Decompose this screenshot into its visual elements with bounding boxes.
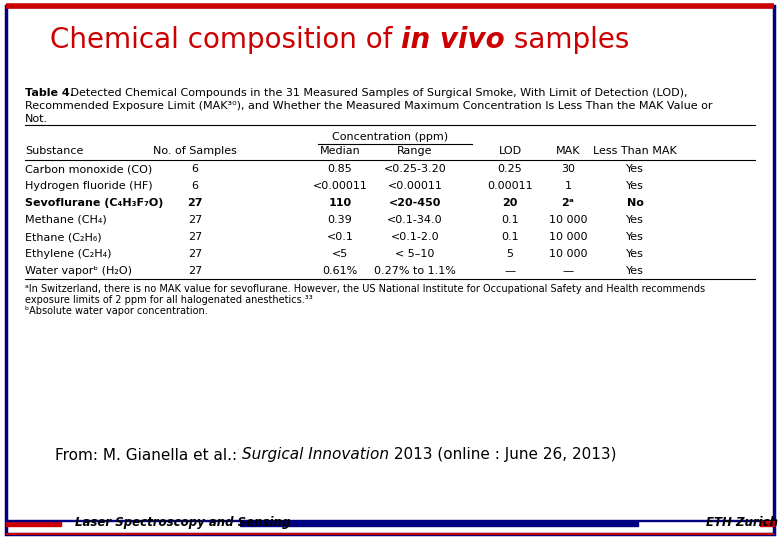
Text: 0.61%: 0.61%: [322, 266, 357, 276]
Text: 110: 110: [328, 198, 352, 208]
Text: Yes: Yes: [626, 232, 644, 242]
Text: 0.1: 0.1: [502, 215, 519, 225]
Text: Ethane (C₂H₆): Ethane (C₂H₆): [25, 232, 101, 242]
Text: 6: 6: [192, 181, 198, 191]
Text: in vivo: in vivo: [401, 26, 505, 54]
Text: <0.25-3.20: <0.25-3.20: [384, 164, 446, 174]
Text: <20-450: <20-450: [388, 198, 441, 208]
Text: <0.1-2.0: <0.1-2.0: [391, 232, 439, 242]
Text: ᵃIn Switzerland, there is no MAK value for sevoflurane. However, the US National: ᵃIn Switzerland, there is no MAK value f…: [25, 284, 705, 294]
Text: Yes: Yes: [626, 249, 644, 259]
Text: < 5–10: < 5–10: [395, 249, 434, 259]
Text: Concentration (ppm): Concentration (ppm): [332, 132, 448, 142]
Text: Yes: Yes: [626, 215, 644, 225]
Text: Less Than MAK: Less Than MAK: [593, 146, 677, 156]
Text: 27: 27: [188, 215, 202, 225]
Text: —: —: [562, 266, 573, 276]
Bar: [6, 519, 774, 521]
Text: Hydrogen fluoride (HF): Hydrogen fluoride (HF): [25, 181, 153, 191]
Text: 30: 30: [561, 164, 575, 174]
Text: 1: 1: [565, 181, 572, 191]
Text: Sevoflurane (C₄H₃F₇O): Sevoflurane (C₄H₃F₇O): [25, 198, 163, 208]
Text: 6: 6: [192, 164, 198, 174]
Text: Range: Range: [397, 146, 433, 156]
Text: <0.1: <0.1: [327, 232, 353, 242]
Text: 10 000: 10 000: [549, 249, 587, 259]
Text: Median: Median: [320, 146, 360, 156]
Text: Yes: Yes: [626, 266, 644, 276]
Text: <5: <5: [332, 249, 348, 259]
Text: Yes: Yes: [626, 181, 644, 191]
Text: Substance: Substance: [25, 146, 83, 156]
Bar: [760, 521, 774, 526]
Text: Ethylene (C₂H₄): Ethylene (C₂H₄): [25, 249, 112, 259]
Text: <0.00011: <0.00011: [388, 181, 442, 191]
Text: Not.: Not.: [25, 114, 48, 124]
Text: 2013 (online : June 26, 2013): 2013 (online : June 26, 2013): [389, 448, 616, 462]
Text: <0.00011: <0.00011: [313, 181, 367, 191]
Text: samples: samples: [505, 26, 629, 54]
Text: 5: 5: [506, 249, 513, 259]
Text: 0.85: 0.85: [328, 164, 353, 174]
Text: —: —: [505, 266, 516, 276]
Text: 27: 27: [188, 266, 202, 276]
Text: No. of Samples: No. of Samples: [153, 146, 237, 156]
Text: Laser Spectroscopy and Sensing: Laser Spectroscopy and Sensing: [75, 516, 290, 529]
Text: 27: 27: [187, 198, 203, 208]
Text: 20: 20: [502, 198, 518, 208]
Text: Recommended Exposure Limit (MAK³⁰), and Whether the Measured Maximum Concentrati: Recommended Exposure Limit (MAK³⁰), and …: [25, 101, 712, 111]
Text: 10 000: 10 000: [549, 215, 587, 225]
Text: Methane (CH₄): Methane (CH₄): [25, 215, 107, 225]
Text: Surgical Innovation: Surgical Innovation: [242, 448, 389, 462]
Text: 0.39: 0.39: [328, 215, 353, 225]
Text: 0.00011: 0.00011: [488, 181, 533, 191]
Text: Table 4.: Table 4.: [25, 88, 74, 98]
Text: LOD: LOD: [498, 146, 522, 156]
Text: exposure limits of 2 ppm for all halogenated anesthetics.³³: exposure limits of 2 ppm for all halogen…: [25, 295, 313, 305]
Text: 0.1: 0.1: [502, 232, 519, 242]
Text: <0.1-34.0: <0.1-34.0: [387, 215, 443, 225]
Text: ᵇAbsolute water vapor concentration.: ᵇAbsolute water vapor concentration.: [25, 306, 207, 316]
Text: Yes: Yes: [626, 164, 644, 174]
Text: 0.27% to 1.1%: 0.27% to 1.1%: [374, 266, 456, 276]
FancyBboxPatch shape: [6, 6, 774, 534]
Text: ETH Zurich: ETH Zurich: [706, 516, 778, 529]
Text: MAK: MAK: [555, 146, 580, 156]
Bar: [240, 521, 638, 526]
Text: No: No: [626, 198, 644, 208]
Text: Chemical composition of: Chemical composition of: [50, 26, 401, 54]
Text: 2ᵃ: 2ᵃ: [562, 198, 574, 208]
Text: 0.25: 0.25: [498, 164, 523, 174]
Text: Carbon monoxide (CO): Carbon monoxide (CO): [25, 164, 152, 174]
Text: 10 000: 10 000: [549, 232, 587, 242]
Bar: [6, 521, 61, 526]
Text: Water vaporᵇ (H₂O): Water vaporᵇ (H₂O): [25, 266, 132, 276]
Text: 27: 27: [188, 249, 202, 259]
Text: 27: 27: [188, 232, 202, 242]
Text: From: M. Gianella et al.:: From: M. Gianella et al.:: [55, 448, 242, 462]
Text: Detected Chemical Compounds in the 31 Measured Samples of Surgical Smoke, With L: Detected Chemical Compounds in the 31 Me…: [67, 88, 687, 98]
